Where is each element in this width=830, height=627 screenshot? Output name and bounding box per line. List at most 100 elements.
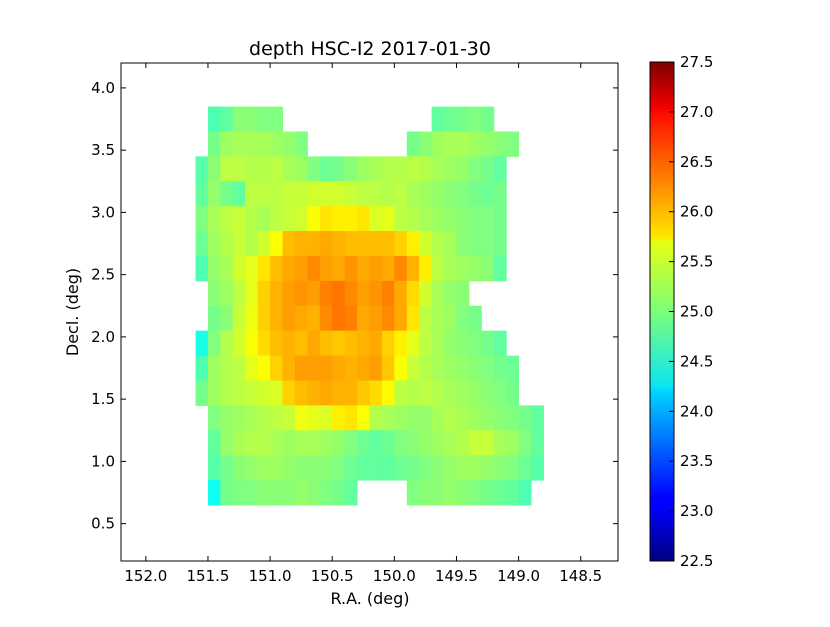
heatmap-cell [232,330,246,357]
colorbar-tick-label: 27.5 [680,53,713,71]
heatmap-cell [406,206,420,232]
heatmap-cell [270,355,284,381]
heatmap-cell [468,480,482,506]
heatmap-cell [468,305,482,332]
heatmap-cell [270,131,284,157]
heatmap-cell [319,430,333,456]
heatmap-cell [270,455,284,481]
heatmap-cell [444,380,457,406]
heatmap-cell [369,305,383,332]
heatmap-cell [444,255,457,282]
heatmap-cell [481,231,495,257]
heatmap-cell [369,430,383,456]
heatmap-cell [294,305,308,332]
heatmap-cell [419,181,433,207]
x-tick-label: 150.0 [373,567,416,585]
heatmap-cell [381,280,395,307]
heatmap-cell [456,280,470,307]
heatmap-cell [220,231,234,257]
heatmap-cell [294,156,308,182]
heatmap-cell [207,405,221,431]
heatmap-cell [456,305,470,332]
heatmap-cell [444,106,457,132]
heatmap-cell [220,255,234,282]
heatmap-cell [282,430,296,456]
heatmap-cell [456,405,470,431]
heatmap-cell [294,131,308,157]
heatmap-cell [431,380,445,406]
heatmap-cell [319,330,333,357]
heatmap-cell [481,330,495,357]
heatmap-cell [493,480,507,506]
heatmap-cell [431,430,445,456]
heatmap-cell [444,405,457,431]
heatmap-cell [419,430,433,456]
heatmap-cell [257,305,271,332]
heatmap-cell [257,330,271,357]
y-tick-label: 4.0 [91,79,115,97]
heatmap-cell [270,181,284,207]
heatmap-cell [270,231,284,257]
heatmap-cell [357,231,370,257]
heatmap-cell [332,480,346,506]
heatmap-cell [357,405,370,431]
heatmap-cell [493,206,507,232]
heatmap-cell [394,405,408,431]
heatmap-cell [381,231,395,257]
heatmap-cell [332,380,346,406]
heatmap-cell [282,231,296,257]
x-tick-label: 152.0 [124,567,167,585]
y-tick-label: 0.5 [91,515,115,533]
heatmap-cell [232,380,246,406]
y-axis-ticks: 0.5 1.0 1.5 2.0 2.5 3.0 3.5 4.0 [91,79,618,533]
heatmap-cell [419,480,433,506]
heatmap-cell [319,231,333,257]
heatmap-cell [406,231,420,257]
heatmap-cell [456,156,470,182]
heatmap-cell [270,206,284,232]
heatmap-cell [245,131,259,157]
heatmap-cell [282,355,296,381]
heatmap-cell [444,280,457,307]
heatmap-cell [381,181,395,207]
heatmap-cell [282,131,296,157]
heatmap-cell [220,305,234,332]
y-tick-label: 1.0 [91,452,115,470]
heatmap-cell [344,280,358,307]
heatmap-cell [531,455,544,481]
heatmap-cell [406,305,420,332]
heatmap-cell [444,305,457,332]
heatmap-cell [307,305,321,332]
heatmap-cell [344,231,358,257]
heatmap-cell [344,305,358,332]
heatmap-cell [468,405,482,431]
heatmap-cell [294,181,308,207]
heatmap-cell [456,455,470,481]
heatmap-cell [270,280,284,307]
heatmap-cell [245,280,259,307]
heatmap-cell [294,231,308,257]
heatmap-cell [257,131,271,157]
heatmap-cell [369,355,383,381]
heatmap-cell [319,305,333,332]
heatmap-cell [481,455,495,481]
y-tick-label: 3.0 [91,203,115,221]
heatmap-cell [220,455,234,481]
heatmap-cell [481,255,495,282]
heatmap-cell [394,430,408,456]
heatmap-cell [456,181,470,207]
heatmap-cell [344,330,358,357]
heatmap-cell [357,305,370,332]
heatmap-cell [220,106,234,132]
heatmap-cell [232,255,246,282]
y-tick-label: 2.0 [91,328,115,346]
heatmap-cell [344,380,358,406]
heatmap-cell [394,156,408,182]
heatmap-cell [319,280,333,307]
heatmap-cell [406,380,420,406]
heatmap-cell [394,355,408,381]
y-tick-label: 3.5 [91,141,115,159]
heatmap-cell [406,430,420,456]
heatmap-cell [468,206,482,232]
